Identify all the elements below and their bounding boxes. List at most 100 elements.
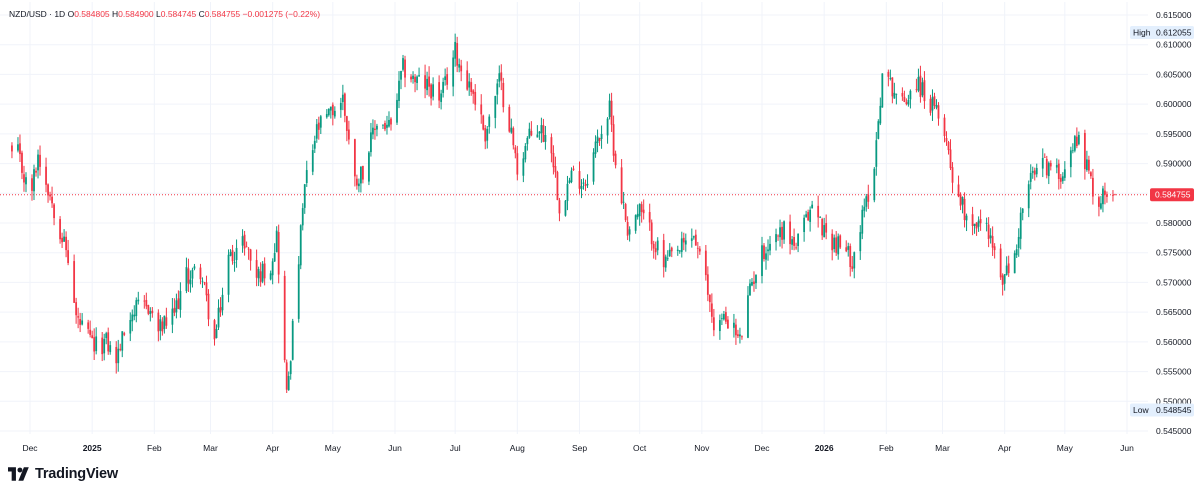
candle-body — [628, 229, 631, 235]
time-axis[interactable]: Dec 2025 Feb Mar Apr May Jun Jul Aug Sep Oct Nov Dec… — [22, 443, 1134, 453]
candle — [372, 119, 374, 140]
candle — [851, 256, 854, 272]
candle-body — [345, 116, 348, 131]
candle-body — [791, 239, 793, 245]
candle — [275, 226, 278, 253]
candle — [767, 239, 769, 261]
y-tick-label: 0.545000 — [1156, 426, 1192, 436]
candle-body — [35, 170, 37, 173]
candle-body — [1043, 156, 1046, 158]
candle — [247, 247, 250, 260]
candle — [556, 170, 559, 201]
candle — [105, 331, 108, 345]
candle — [552, 145, 555, 175]
candle-body — [566, 183, 569, 202]
grid-lines — [0, 2, 1148, 434]
candle-body — [261, 263, 264, 282]
candle — [87, 319, 90, 334]
candle-body — [398, 80, 400, 101]
candle — [720, 313, 723, 326]
candle — [39, 145, 41, 176]
candle — [875, 131, 878, 176]
candle — [243, 230, 246, 256]
candle — [217, 299, 220, 330]
candle-body — [333, 110, 336, 117]
candle-body — [175, 300, 178, 313]
candle — [727, 316, 729, 329]
candle — [696, 241, 699, 259]
candle-body — [847, 246, 850, 250]
candle-body — [1033, 170, 1036, 175]
candle — [847, 242, 850, 257]
candle — [1015, 244, 1018, 258]
candle — [634, 214, 637, 234]
candle-body — [315, 124, 318, 139]
candle — [440, 89, 443, 110]
candle — [73, 254, 76, 303]
candle-body — [39, 154, 41, 167]
candle — [572, 165, 575, 171]
candle — [171, 298, 174, 334]
candle-body — [109, 345, 112, 353]
candle — [103, 333, 106, 361]
candle-body — [446, 74, 449, 85]
candle — [59, 216, 61, 244]
candle-body — [789, 221, 791, 245]
candle-body — [839, 235, 842, 248]
candle-body — [610, 100, 613, 125]
candle — [49, 191, 51, 201]
tradingview-logo[interactable]: TradingView — [8, 466, 118, 482]
candle — [544, 125, 547, 150]
candle — [873, 167, 876, 203]
x-tick-label: Oct — [633, 443, 647, 453]
candle-body — [510, 127, 513, 133]
candle-body — [331, 104, 334, 116]
candle — [566, 175, 569, 211]
candle — [1075, 127, 1078, 149]
candle-body — [626, 221, 629, 236]
candle-body — [426, 78, 428, 91]
candle-body — [704, 250, 707, 276]
candle-body — [171, 308, 174, 325]
candle-body — [516, 153, 519, 175]
candle-body — [1104, 190, 1106, 195]
candle — [945, 131, 948, 146]
candle-body — [353, 139, 356, 177]
close-label: C — [198, 9, 205, 19]
candle — [199, 263, 202, 285]
candle-body — [542, 125, 545, 142]
candle — [376, 123, 378, 137]
candle — [235, 239, 238, 268]
candle-body — [388, 119, 390, 127]
candle-body — [466, 70, 469, 90]
candle — [678, 250, 681, 254]
candle-body — [217, 307, 220, 328]
candle — [608, 93, 611, 120]
candle — [149, 307, 152, 322]
y-tick-label: 0.615000 — [1156, 10, 1192, 20]
candle-body — [368, 152, 370, 182]
candle — [231, 244, 234, 265]
low-label: Low — [1133, 405, 1149, 415]
candle-body — [372, 127, 374, 135]
candle-body — [867, 194, 870, 202]
candle — [879, 97, 882, 126]
candle-body — [207, 293, 210, 320]
candle-body — [935, 104, 938, 108]
y-tick-label: 0.565000 — [1156, 307, 1192, 317]
candle-body — [919, 75, 922, 97]
candle — [526, 136, 529, 151]
candle-body — [765, 253, 767, 260]
candle — [37, 149, 39, 179]
candle-body — [849, 246, 852, 268]
candle — [193, 263, 196, 271]
price-axis[interactable]: 0.615000 0.610000 0.605000 0.600000 0.595000… — [1156, 10, 1192, 436]
candle — [725, 306, 727, 325]
symbol-label: NZD/USD · 1D — [9, 9, 66, 19]
candle-body — [277, 232, 280, 275]
candle-body — [255, 260, 258, 278]
high-marker: High 0.612055 — [1130, 25, 1194, 39]
candle — [333, 106, 336, 119]
candle-body — [538, 131, 541, 134]
